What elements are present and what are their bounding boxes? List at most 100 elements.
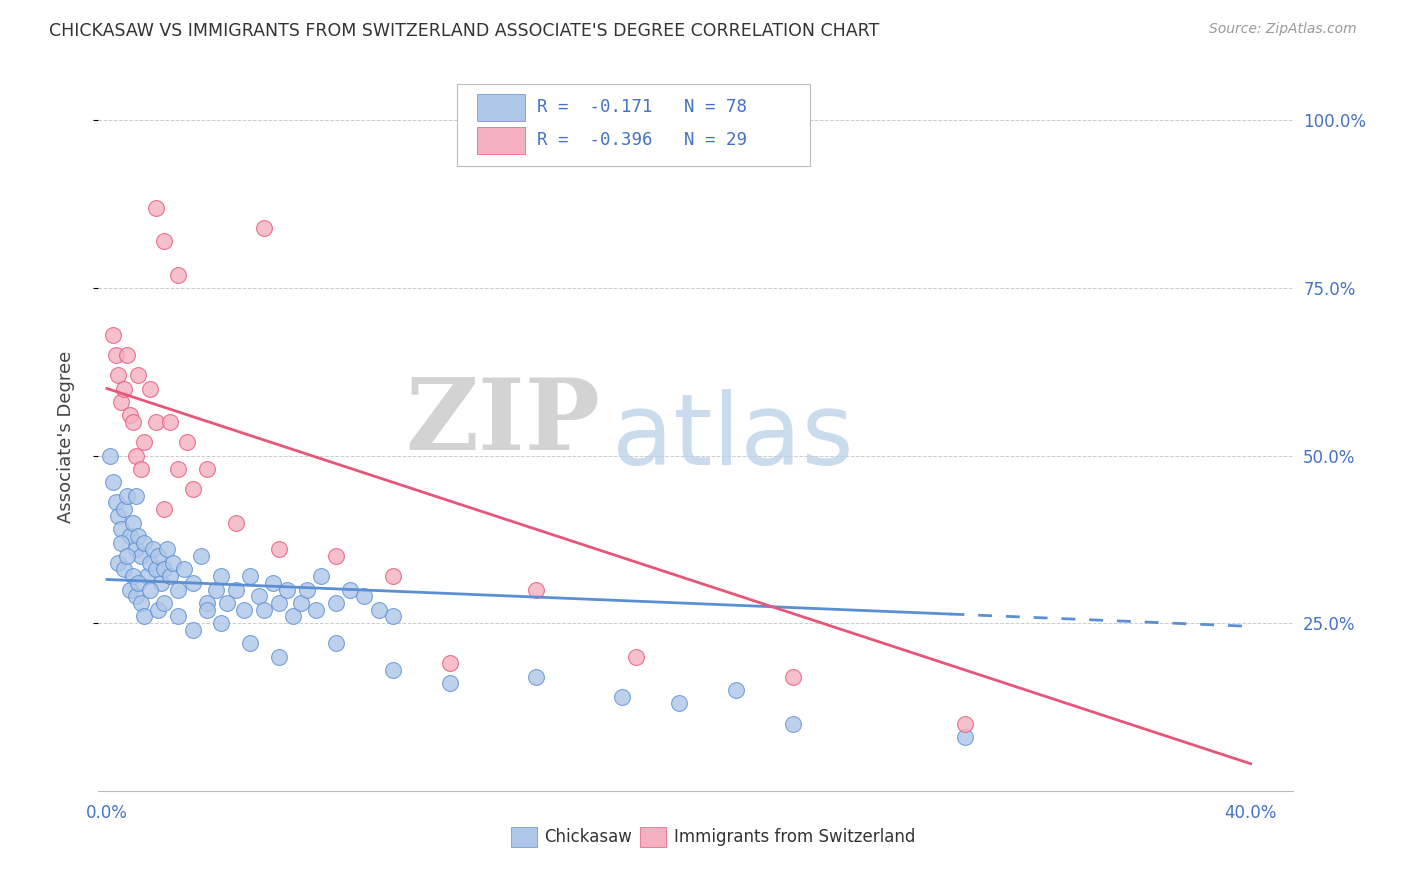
Point — [267, 649, 290, 664]
Point — [367, 602, 389, 616]
Point — [181, 575, 204, 590]
Point — [127, 368, 149, 383]
Point — [276, 582, 298, 597]
Point — [110, 535, 132, 549]
Point — [782, 716, 804, 731]
Point — [381, 663, 404, 677]
Point — [267, 596, 290, 610]
Point — [353, 589, 375, 603]
Point — [204, 582, 226, 597]
Point — [101, 327, 124, 342]
Point — [195, 462, 218, 476]
Point — [142, 542, 165, 557]
Point — [524, 670, 547, 684]
Text: Chickasaw: Chickasaw — [544, 829, 633, 847]
Point — [233, 602, 256, 616]
Point — [524, 582, 547, 597]
Point — [121, 415, 143, 429]
Point — [145, 562, 167, 576]
Point — [195, 596, 218, 610]
Point — [159, 415, 181, 429]
Point — [112, 382, 135, 396]
Point — [159, 569, 181, 583]
Point — [247, 589, 270, 603]
Point — [167, 462, 190, 476]
Point — [782, 670, 804, 684]
Point — [153, 234, 176, 248]
Point — [124, 489, 146, 503]
Text: atlas: atlas — [613, 389, 853, 485]
Point — [107, 508, 129, 523]
Point — [181, 623, 204, 637]
Point — [104, 495, 127, 509]
Point — [267, 542, 290, 557]
Bar — [477, 127, 524, 153]
Point — [110, 522, 132, 536]
Point — [953, 716, 976, 731]
Point — [253, 602, 276, 616]
Text: R =  -0.396   N = 29: R = -0.396 N = 29 — [537, 131, 747, 149]
Point — [953, 730, 976, 744]
Point — [181, 482, 204, 496]
Point — [156, 542, 179, 557]
Point — [112, 562, 135, 576]
Text: Immigrants from Switzerland: Immigrants from Switzerland — [675, 829, 915, 847]
Point — [624, 649, 647, 664]
Point — [134, 609, 156, 624]
Point — [118, 582, 141, 597]
Point — [153, 502, 176, 516]
Point — [101, 475, 124, 490]
Point — [239, 636, 262, 650]
Point — [281, 609, 304, 624]
Point — [381, 609, 404, 624]
Point — [121, 569, 143, 583]
Point — [118, 529, 141, 543]
Point — [127, 529, 149, 543]
Point — [134, 535, 156, 549]
Point — [121, 516, 143, 530]
Text: Source: ZipAtlas.com: Source: ZipAtlas.com — [1209, 22, 1357, 37]
Text: CHICKASAW VS IMMIGRANTS FROM SWITZERLAND ASSOCIATE'S DEGREE CORRELATION CHART: CHICKASAW VS IMMIGRANTS FROM SWITZERLAND… — [49, 22, 880, 40]
Point — [311, 569, 333, 583]
Point — [145, 415, 167, 429]
Point — [439, 676, 461, 690]
Point — [668, 697, 690, 711]
Bar — [640, 828, 666, 847]
Point — [148, 602, 170, 616]
Point — [325, 636, 347, 650]
Point — [104, 348, 127, 362]
Point — [153, 596, 176, 610]
Point — [253, 220, 276, 235]
Point — [131, 462, 153, 476]
Text: ZIP: ZIP — [405, 375, 600, 471]
Point — [98, 449, 121, 463]
Point — [176, 435, 198, 450]
Point — [153, 562, 176, 576]
Bar — [477, 94, 524, 121]
Point — [162, 556, 184, 570]
Point — [115, 489, 138, 503]
Point — [124, 542, 146, 557]
Point — [381, 569, 404, 583]
Point — [217, 596, 239, 610]
Point — [112, 502, 135, 516]
Point — [209, 615, 232, 630]
Point — [118, 409, 141, 423]
Point — [139, 556, 162, 570]
Bar — [510, 828, 537, 847]
Point — [167, 268, 190, 282]
Point — [145, 201, 167, 215]
Point — [225, 582, 247, 597]
Point — [139, 582, 162, 597]
Point — [131, 596, 153, 610]
FancyBboxPatch shape — [457, 84, 810, 166]
Point — [115, 549, 138, 563]
Point — [195, 602, 218, 616]
Point — [325, 596, 347, 610]
Point — [610, 690, 633, 704]
Point — [107, 368, 129, 383]
Point — [295, 582, 318, 597]
Point — [167, 609, 190, 624]
Point — [225, 516, 247, 530]
Point — [139, 382, 162, 396]
